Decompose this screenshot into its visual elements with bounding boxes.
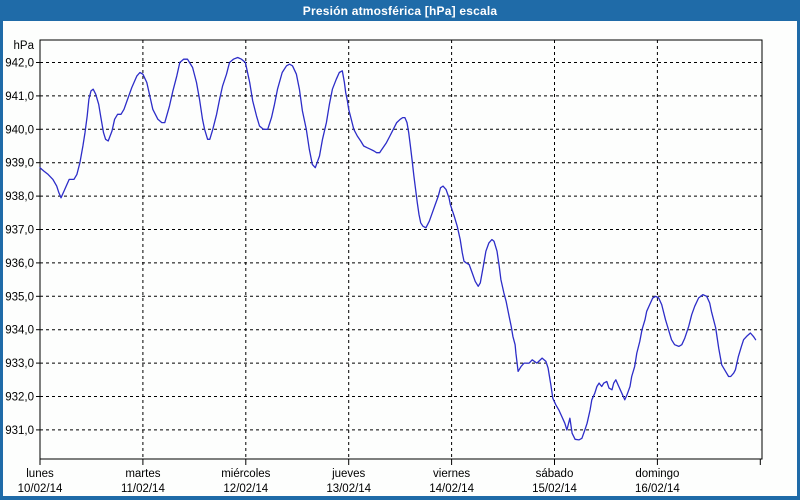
y-tick-label: 941,0 (5, 91, 34, 103)
x-day-name-label: martes (125, 468, 160, 480)
x-day-name-label: viernes (433, 468, 470, 480)
y-tick-label: 942,0 (5, 58, 34, 70)
y-tick-label: 938,0 (5, 191, 34, 203)
x-day-date-label: 11/02/14 (121, 483, 166, 495)
y-tick-label: 931,0 (5, 425, 34, 437)
window-title-bar: Presión atmosférica [hPa] escala (0, 0, 800, 21)
y-axis-unit-label: hPa (14, 40, 35, 52)
window-title: Presión atmosférica [hPa] escala (302, 3, 498, 18)
y-tick-label: 934,0 (5, 325, 34, 337)
y-tick-label: 932,0 (5, 392, 34, 404)
x-day-name-label: miércoles (221, 468, 270, 480)
x-day-date-label: 14/02/14 (429, 483, 474, 495)
x-day-date-label: 15/02/14 (532, 483, 577, 495)
plot-border (39, 39, 763, 460)
x-day-date-label: 12/02/14 (223, 483, 268, 495)
x-day-date-label: 10/02/14 (18, 483, 63, 495)
pressure-line (39, 56, 757, 441)
chart-area: 942,0 941,0 940,0 939,0 938,0 937,0 936,0 935,0… (3, 21, 797, 496)
y-tick-label: 936,0 (5, 258, 34, 270)
x-day-date-label: 13/02/14 (326, 483, 371, 495)
y-tick-label: 935,0 (5, 291, 34, 303)
x-day-date-label: 16/02/14 (635, 483, 680, 495)
x-day-name-label: jueves (331, 468, 365, 480)
x-day-name-label: sábado (536, 468, 574, 480)
y-tick-label: 939,0 (5, 158, 34, 170)
x-day-name-label: lunes (26, 468, 54, 480)
y-tick-label: 940,0 (5, 124, 34, 136)
pressure-chart: 942,0 941,0 940,0 939,0 938,0 937,0 936,0 935,0… (5, 39, 763, 495)
x-day-name-label: domingo (635, 468, 679, 480)
y-tick-label: 933,0 (5, 358, 34, 370)
y-tick-label: 937,0 (5, 225, 34, 237)
